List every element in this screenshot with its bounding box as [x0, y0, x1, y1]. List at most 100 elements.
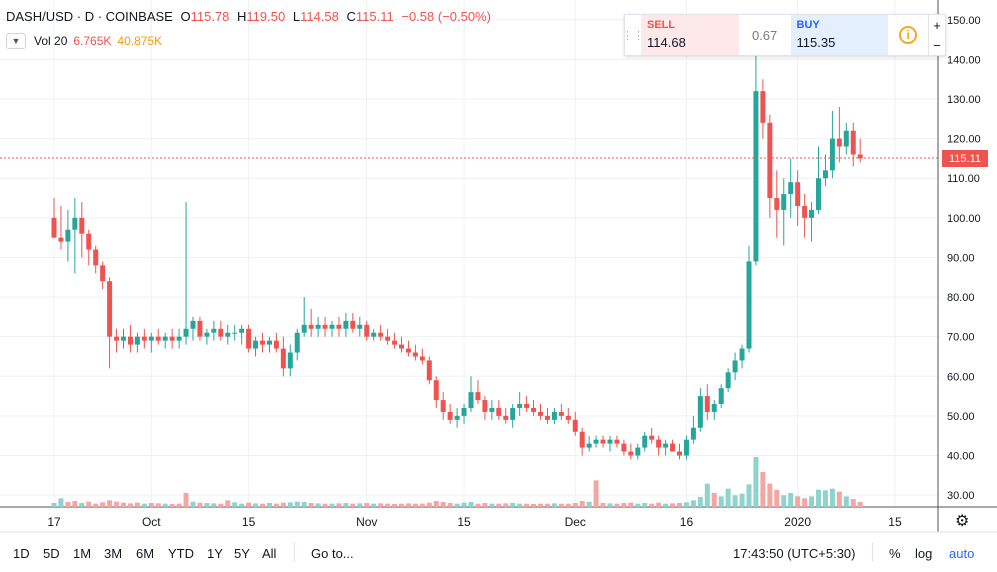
volume-bar — [378, 503, 384, 507]
candle-body — [767, 122, 773, 199]
candle-body — [273, 340, 279, 349]
candle-body — [760, 91, 766, 123]
volume-bar — [572, 503, 578, 507]
y-tick-label: 130.00 — [947, 94, 981, 106]
range-1d-button[interactable]: 1D — [13, 546, 30, 561]
close-label: C — [346, 9, 356, 24]
range-5y-button[interactable]: 5Y — [234, 546, 250, 561]
zoom-controls: + − — [928, 15, 945, 55]
bottom-toolbar: 1D 5D 1M 3M 6M YTD 1Y 5Y All Go to... 17… — [0, 532, 997, 572]
clock-timezone[interactable]: 17:43:50 (UTC+5:30) — [733, 546, 856, 561]
volume-bar — [496, 503, 502, 507]
volume-bar — [405, 503, 411, 507]
volume-bar — [677, 503, 682, 507]
volume-bar — [621, 503, 627, 507]
volume-bar — [392, 504, 398, 507]
zoom-out-button[interactable]: − — [933, 37, 941, 53]
candle-body — [114, 336, 120, 341]
range-3m-button[interactable]: 3M — [104, 546, 123, 561]
volume-bar — [134, 502, 140, 507]
candle-body — [65, 229, 71, 242]
volume-bar — [475, 503, 481, 507]
drag-handle-icon[interactable]: ⋮⋮ — [622, 29, 644, 42]
volume-bar — [739, 493, 745, 507]
volume-bar — [364, 503, 370, 507]
volume-bar — [72, 501, 78, 507]
range-5d-button[interactable]: 5D — [43, 546, 60, 561]
candle-body — [121, 336, 126, 341]
x-tick-label: 16 — [680, 515, 694, 529]
volume-bar — [246, 502, 252, 507]
percent-scale-toggle[interactable]: % — [889, 546, 901, 561]
log-scale-toggle[interactable]: log — [915, 546, 933, 561]
volume-bar — [371, 503, 377, 507]
volume-label[interactable]: Vol 20 — [34, 34, 68, 48]
volume-bar — [79, 503, 85, 507]
volume-bar — [412, 503, 418, 507]
range-6m-button[interactable]: 6M — [136, 546, 155, 561]
volume-bar — [822, 490, 828, 507]
candle-body — [524, 404, 530, 408]
volume-bar — [753, 457, 759, 507]
volume-bar — [190, 501, 196, 507]
candle-body — [683, 439, 689, 456]
collapse-legend-button[interactable]: ▼ — [6, 33, 26, 49]
candle-body — [190, 320, 196, 329]
volume-bar — [183, 493, 189, 507]
go-to-button[interactable]: Go to... — [311, 546, 354, 561]
volume-bar — [58, 498, 64, 507]
candle-body — [621, 443, 627, 452]
candle-body — [433, 380, 439, 401]
candle-body — [503, 415, 509, 420]
volume-bar — [169, 504, 175, 507]
candle-body — [315, 324, 321, 329]
zoom-in-button[interactable]: + — [933, 17, 941, 33]
candle-body — [322, 324, 328, 329]
y-tick-label: 110.00 — [947, 173, 980, 185]
volume-bar — [843, 496, 849, 507]
symbol-title[interactable]: DASH/USD · D · COINBASE — [6, 9, 173, 24]
volume-bar — [426, 502, 432, 507]
volume-bar — [628, 502, 634, 507]
candle-body — [628, 451, 634, 456]
volume-ma-value: 40.875K — [117, 34, 163, 48]
range-1y-button[interactable]: 1Y — [207, 546, 223, 561]
volume-bar — [656, 502, 662, 507]
candle-body — [399, 344, 404, 349]
candle-body — [357, 324, 363, 329]
candle-body — [253, 340, 259, 349]
settings-gear-icon[interactable]: ⚙ — [955, 513, 970, 530]
buy-label: BUY — [796, 19, 820, 31]
volume-bar — [433, 501, 439, 507]
range-1m-button[interactable]: 1M — [73, 546, 92, 561]
volume-bar — [266, 503, 272, 507]
buy-button[interactable]: BUY 115.35 — [790, 15, 889, 55]
volume-bar — [176, 503, 182, 507]
symbol-legend: DASH/USD · D · COINBASE O115.78 H119.50 … — [6, 9, 491, 24]
candle-body — [378, 332, 384, 337]
volume-bar — [510, 503, 516, 507]
candle-body — [677, 451, 682, 456]
volume-bar — [816, 489, 821, 507]
high-value: 119.50 — [246, 9, 286, 24]
candle-body — [586, 443, 592, 448]
low-label: L — [292, 9, 301, 24]
toolbar-divider — [872, 542, 873, 562]
range-ytd-button[interactable]: YTD — [168, 546, 194, 561]
candle-body — [670, 443, 676, 452]
volume-bar — [121, 502, 126, 507]
auto-scale-toggle[interactable]: auto — [949, 546, 975, 561]
candle-body — [211, 328, 217, 333]
candle-body — [600, 439, 606, 444]
candle-body — [385, 336, 391, 341]
x-tick-label: Dec — [565, 515, 586, 529]
spread-value: 0.67 — [751, 27, 778, 43]
volume-bar — [468, 502, 474, 507]
range-all-button[interactable]: All — [262, 546, 277, 561]
volume-bar — [760, 472, 766, 507]
y-tick-label: 60.00 — [947, 371, 975, 383]
candle-body — [294, 332, 300, 353]
sell-button[interactable]: SELL 114.68 — [641, 15, 739, 55]
info-button[interactable]: i — [888, 15, 928, 55]
